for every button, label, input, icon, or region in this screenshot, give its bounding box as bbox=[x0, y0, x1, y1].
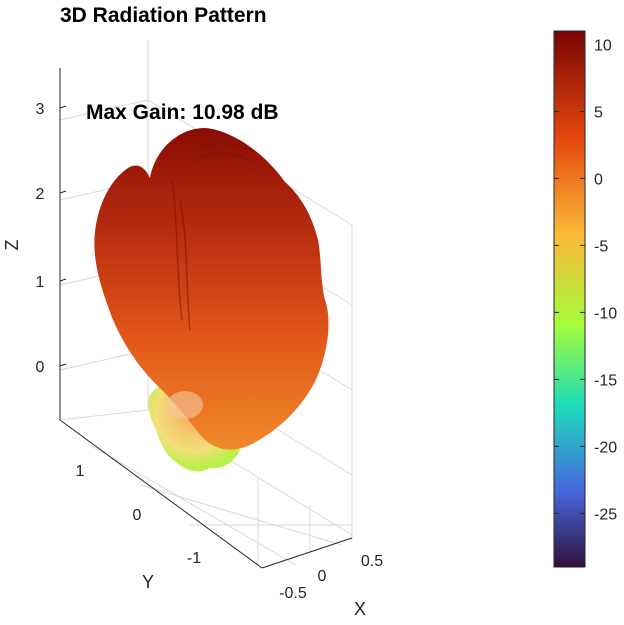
y-ticks: 1 0 -1 bbox=[76, 463, 202, 567]
colorbar-tick-label: 5 bbox=[594, 104, 603, 121]
chart-title: 3D Radiation Pattern bbox=[60, 4, 267, 27]
y-tick-label: 1 bbox=[76, 463, 85, 480]
colorbar bbox=[553, 30, 586, 568]
y-axis-label: Y bbox=[142, 572, 154, 592]
z-tick bbox=[59, 105, 67, 109]
z-tick bbox=[59, 363, 67, 367]
z-tick-label: 3 bbox=[36, 101, 45, 118]
z-tick-label: 1 bbox=[36, 274, 45, 291]
main-lobe bbox=[94, 128, 329, 450]
colorbar-tick-label: 0 bbox=[594, 171, 603, 188]
x-ticks: -0.5 0 0.5 bbox=[279, 553, 383, 602]
x-tick-label: 0 bbox=[318, 568, 327, 585]
colorbar-tick-label: -5 bbox=[594, 238, 608, 255]
lobe-highlight bbox=[167, 391, 203, 419]
y-tick-label: 0 bbox=[133, 507, 142, 524]
z-ticks: 3 2 1 0 bbox=[36, 101, 67, 376]
lobe-ridges bbox=[171, 142, 251, 331]
colorbar-ticks: 10 5 0 -5 -10 -15 -20 -25 bbox=[554, 37, 617, 523]
z-tick bbox=[59, 190, 67, 194]
z-tick-label: 2 bbox=[36, 186, 45, 203]
z-axis-label: Z bbox=[2, 240, 22, 251]
colorbar-tick-label: -20 bbox=[594, 439, 617, 456]
colorbar-tick-label: -25 bbox=[594, 506, 617, 523]
radiation-lobe bbox=[94, 128, 329, 472]
max-gain-annotation: Max Gain: 10.98 dB bbox=[86, 101, 279, 124]
colorbar-tick-label: -15 bbox=[594, 372, 617, 389]
colorbar-tick-label: -10 bbox=[594, 305, 617, 322]
z-tick-label: 0 bbox=[36, 359, 45, 376]
axes-lines bbox=[59, 68, 353, 569]
z-tick bbox=[59, 278, 67, 282]
colorbar-tick-label: 10 bbox=[594, 37, 612, 54]
x-tick-label: 0.5 bbox=[361, 553, 383, 570]
x-axis-label: X bbox=[354, 599, 366, 619]
y-tick-label: -1 bbox=[187, 550, 201, 567]
x-tick-label: -0.5 bbox=[279, 585, 307, 602]
